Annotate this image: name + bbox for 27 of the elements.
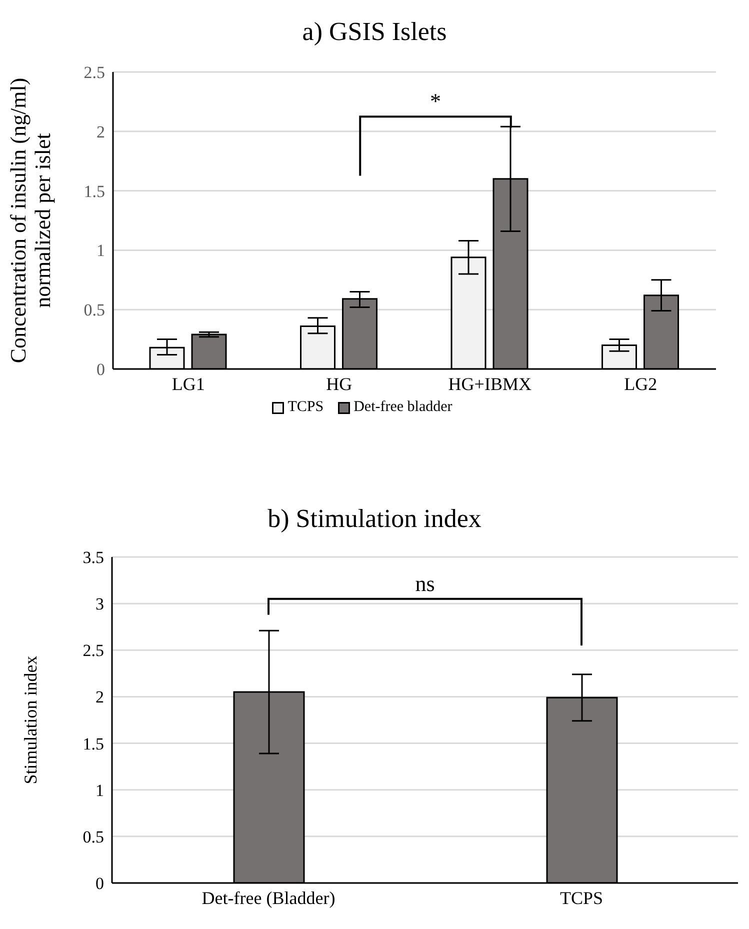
y-tick-label: 2.5	[82, 641, 104, 660]
annotation: ns	[415, 570, 435, 596]
chart-title: a) GSIS Islets	[301, 16, 448, 48]
y-tick-label: 3.5	[82, 548, 104, 568]
x-tick-label: LG2	[624, 374, 658, 394]
y-tick-label: 3	[96, 594, 104, 614]
y-tick-label: 1.5	[84, 182, 105, 201]
x-tick-label: HG	[326, 374, 352, 394]
x-tick-label: HG+IBMX	[448, 374, 532, 394]
x-tick-label: Det-free (Bladder)	[202, 888, 336, 908]
y-tick-label: 0.5	[82, 827, 104, 846]
y-axis-title: Stimulation index	[20, 656, 40, 784]
y-axis-title: Concentration of insulin (ng/ml) normalized per islet	[6, 78, 55, 364]
x-tick-label: LG1	[172, 374, 205, 394]
y-tick-label: 1	[96, 241, 105, 260]
legend-label: Det-free bladder	[354, 399, 452, 416]
y-tick-label: 0.5	[84, 300, 105, 320]
y-tick-label: 2.5	[84, 63, 105, 82]
y-tick-label: 0	[96, 874, 104, 894]
y-tick-label: 2	[96, 688, 104, 707]
y-tick-label: 0	[96, 360, 105, 380]
y-tick-label: 1	[96, 780, 104, 800]
legend-label: TCPS	[288, 399, 324, 416]
chart-title: b) Stimulation index	[266, 503, 482, 535]
y-tick-label: 1.5	[82, 734, 104, 754]
annotation: *	[430, 88, 441, 114]
y-tick-label: 2	[96, 122, 105, 142]
